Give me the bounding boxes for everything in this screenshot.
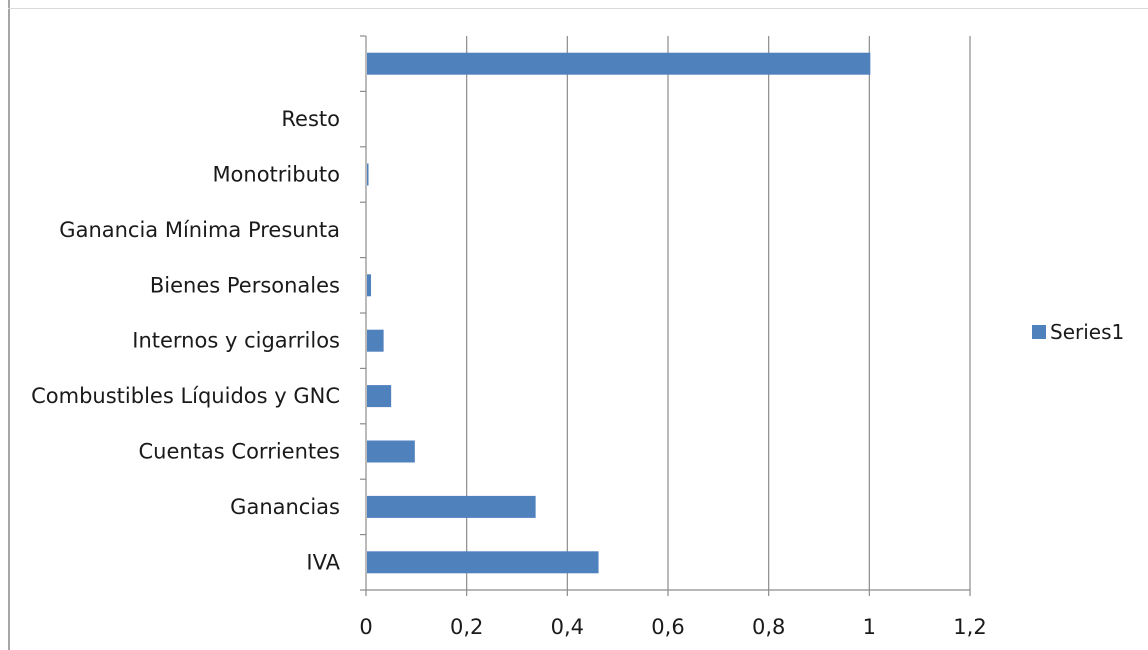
x-tick-label: 1,2 [953,615,986,639]
x-tick-label: 0,6 [651,615,684,639]
legend-swatch [1032,325,1046,339]
x-tick-label: 1 [863,615,876,639]
bar [367,440,415,463]
category-label: Resto [281,107,340,131]
category-label: Combustibles Líquidos y GNC [31,384,340,408]
category-label: Monotributo [212,163,340,187]
bar [367,52,871,75]
bar [367,329,384,352]
x-tick-label: 0,4 [551,615,584,639]
category-label: Cuentas Corrientes [139,440,341,464]
category-label: Internos y cigarrilos [132,329,340,353]
legend: Series1 [1032,320,1124,344]
category-labels: IVA Ganancias Cuentas Corrientes Combustibl… [31,107,340,574]
x-tick-label: 0 [359,615,372,639]
axes [360,35,970,591]
bar [367,495,536,518]
x-tick-labels: 0 0,2 0,4 0,6 0,8 1 1,2 [359,615,986,639]
frame-left-border [8,0,10,650]
bars [367,52,871,574]
legend-label: Series1 [1050,320,1124,344]
frame-top-border [8,8,1148,9]
category-label: IVA [306,550,340,574]
bar [367,163,369,186]
bar [367,274,372,297]
category-label: Ganancia Mínima Presunta [59,218,340,242]
bar [367,551,599,574]
x-tick-label: 0,8 [752,615,785,639]
x-tick-label: 0,2 [450,615,483,639]
category-label: Ganancias [230,495,340,519]
bar [367,385,392,408]
category-label: Bienes Personales [150,273,340,297]
